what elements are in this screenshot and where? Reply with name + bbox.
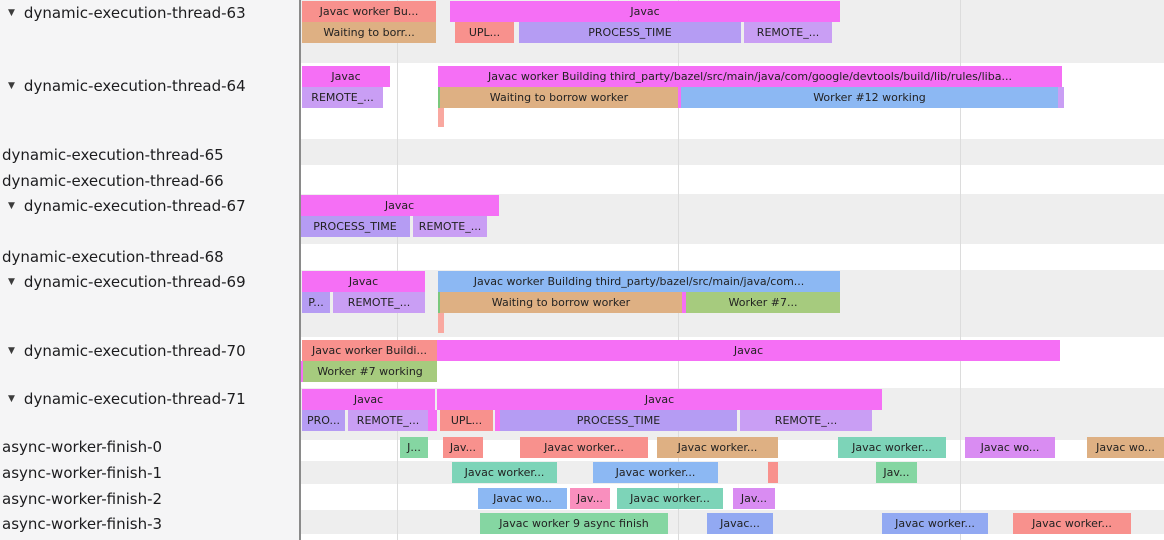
timeline-canvas[interactable]: Javac worker Bu... Javac Waiting to borr..… xyxy=(300,0,1164,540)
expand-arrow-icon[interactable]: ▼ xyxy=(8,8,15,18)
slice[interactable]: Javac worker... xyxy=(452,462,557,483)
slice[interactable]: Javac worker Building third_party/bazel/… xyxy=(438,66,1062,87)
slice-sliver[interactable] xyxy=(1058,87,1064,108)
track-label-row[interactable]: dynamic-execution-thread-66 xyxy=(0,170,299,192)
time-gridline xyxy=(397,0,398,540)
slice-sliver[interactable] xyxy=(428,410,437,431)
track-name-label: dynamic-execution-thread-64 xyxy=(23,77,246,95)
slice[interactable]: Javac xyxy=(300,195,499,216)
track-label-row[interactable]: async-worker-finish-1 xyxy=(0,462,299,484)
time-gridline xyxy=(960,0,961,540)
track-label-row[interactable]: async-worker-finish-3 xyxy=(0,513,299,535)
track-label-row[interactable]: async-worker-finish-0 xyxy=(0,436,299,458)
expand-arrow-icon[interactable]: ▼ xyxy=(8,394,15,404)
slice[interactable]: Worker #12 working xyxy=(681,87,1058,108)
slice[interactable]: PROCESS_TIME xyxy=(500,410,737,431)
expand-arrow-icon[interactable]: ▼ xyxy=(8,277,15,287)
track-label-row[interactable]: ▼ dynamic-execution-thread-63 xyxy=(0,2,299,24)
slice[interactable]: Javac worker Buildi... xyxy=(302,340,437,361)
track-label-row[interactable]: ▼ dynamic-execution-thread-71 xyxy=(0,388,299,410)
slice[interactable]: REMOTE_... xyxy=(740,410,872,431)
track-name-label: async-worker-finish-0 xyxy=(2,438,163,456)
track-name-label: dynamic-execution-thread-68 xyxy=(2,248,224,266)
slice[interactable]: Javac worker... xyxy=(617,488,723,509)
slice[interactable]: Javac worker... xyxy=(838,437,946,458)
slice[interactable]: Javac worker 9 async finish xyxy=(480,513,668,534)
track-label-row[interactable]: ▼ dynamic-execution-thread-70 xyxy=(0,340,299,362)
slice[interactable]: Waiting to borrow worker xyxy=(440,292,682,313)
track-name-label: async-worker-finish-2 xyxy=(2,490,163,508)
slice[interactable]: Javac worker... xyxy=(593,462,718,483)
track-name-label: dynamic-execution-thread-71 xyxy=(23,390,246,408)
track-label-row[interactable]: async-worker-finish-2 xyxy=(0,488,299,510)
sidebar-resize-divider[interactable] xyxy=(299,0,301,540)
slice[interactable]: Javac worker... xyxy=(1013,513,1131,534)
slice-sliver[interactable] xyxy=(495,410,501,431)
slice[interactable]: Javac worker Building third_party/bazel/… xyxy=(438,271,840,292)
slice[interactable]: Worker #7... xyxy=(686,292,840,313)
slice[interactable]: J... xyxy=(400,437,428,458)
slice[interactable]: Jav... xyxy=(570,488,610,509)
slice[interactable]: Waiting to borr... xyxy=(302,22,436,43)
slice[interactable]: Worker #7 working xyxy=(303,361,437,382)
track-label-row[interactable]: ▼ dynamic-execution-thread-69 xyxy=(0,271,299,293)
slice[interactable]: P... xyxy=(302,292,330,313)
track-name-label: dynamic-execution-thread-63 xyxy=(23,4,246,22)
slice[interactable]: REMOTE_... xyxy=(333,292,425,313)
slice-sliver[interactable] xyxy=(768,462,778,483)
slice[interactable]: UPL... xyxy=(455,22,514,43)
slice[interactable]: REMOTE_... xyxy=(302,87,383,108)
track-label-row[interactable]: dynamic-execution-thread-68 xyxy=(0,246,299,268)
slice[interactable]: Javac worker Bu... xyxy=(302,1,436,22)
track-name-label: async-worker-finish-1 xyxy=(2,464,163,482)
slice[interactable]: Jav... xyxy=(876,462,917,483)
slice[interactable]: Javac xyxy=(450,1,840,22)
track-name-label: dynamic-execution-thread-69 xyxy=(23,273,246,291)
slice[interactable]: Javac xyxy=(302,66,390,87)
track-name-label: dynamic-execution-thread-70 xyxy=(23,342,246,360)
slice[interactable]: REMOTE_... xyxy=(744,22,832,43)
track-name-label: dynamic-execution-thread-67 xyxy=(23,197,246,215)
slice[interactable]: Javac xyxy=(437,389,882,410)
slice[interactable]: Javac xyxy=(302,389,435,410)
track-name-label: dynamic-execution-thread-65 xyxy=(2,146,224,164)
track-label-row[interactable]: dynamic-execution-thread-65 xyxy=(0,144,299,166)
track-band xyxy=(301,461,1164,484)
slice[interactable]: Javac wo... xyxy=(478,488,567,509)
slice[interactable]: UPL... xyxy=(440,410,493,431)
slice[interactable]: Javac... xyxy=(707,513,773,534)
slice[interactable]: Javac worker... xyxy=(882,513,988,534)
slice[interactable]: PROCESS_TIME xyxy=(519,22,741,43)
track-name-label: async-worker-finish-3 xyxy=(2,515,163,533)
slice[interactable]: Jav... xyxy=(733,488,775,509)
slice[interactable]: Javac wo... xyxy=(1087,437,1164,458)
slice[interactable]: REMOTE_... xyxy=(348,410,428,431)
track-label-row[interactable]: ▼ dynamic-execution-thread-64 xyxy=(0,75,299,97)
track-band xyxy=(301,139,1164,165)
time-gridline xyxy=(678,0,679,540)
slice[interactable]: Javac worker... xyxy=(520,437,648,458)
track-name-label: dynamic-execution-thread-66 xyxy=(2,172,224,190)
slice-sliver[interactable] xyxy=(682,292,688,313)
expand-arrow-icon[interactable]: ▼ xyxy=(8,81,15,91)
slice[interactable]: Javac xyxy=(302,271,425,292)
track-name-sidebar: ▼ dynamic-execution-thread-63 ▼ dynamic-exe… xyxy=(0,0,299,540)
slice[interactable]: PRO... xyxy=(302,410,345,431)
slice[interactable]: Javac wo... xyxy=(965,437,1055,458)
slice[interactable]: Javac xyxy=(437,340,1060,361)
slice[interactable]: PROCESS_TIME xyxy=(300,216,410,237)
slice-sliver[interactable] xyxy=(438,108,444,127)
slice[interactable]: Waiting to borrow worker xyxy=(440,87,678,108)
slice[interactable]: Jav... xyxy=(443,437,483,458)
slice[interactable]: Javac worker... xyxy=(657,437,778,458)
track-label-row[interactable]: ▼ dynamic-execution-thread-67 xyxy=(0,195,299,217)
slice-sliver[interactable] xyxy=(438,313,444,333)
slice[interactable]: REMOTE_... xyxy=(413,216,487,237)
expand-arrow-icon[interactable]: ▼ xyxy=(8,346,15,356)
expand-arrow-icon[interactable]: ▼ xyxy=(8,201,15,211)
